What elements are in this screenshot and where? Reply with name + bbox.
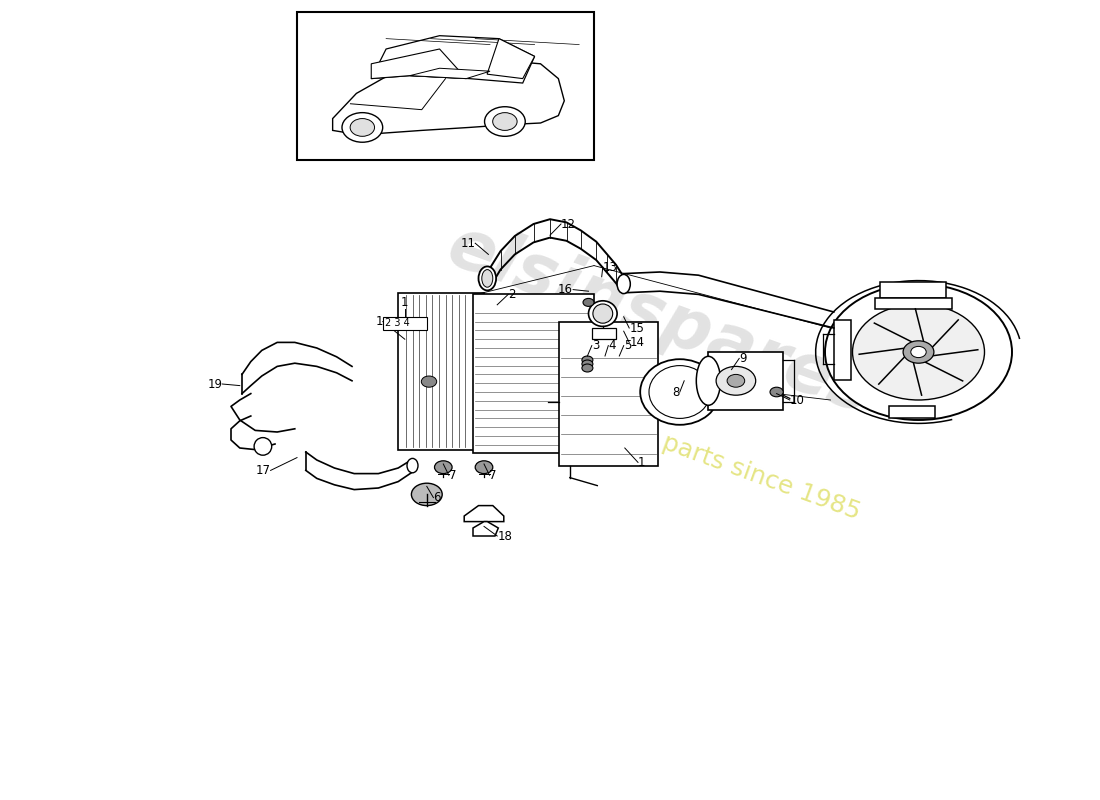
Circle shape (727, 374, 745, 387)
Ellipse shape (696, 356, 720, 406)
Circle shape (770, 387, 783, 397)
Ellipse shape (588, 301, 617, 326)
Polygon shape (464, 506, 504, 522)
Circle shape (852, 304, 984, 400)
Text: 19: 19 (207, 378, 222, 390)
Circle shape (434, 461, 452, 474)
Circle shape (484, 106, 526, 136)
Text: 2: 2 (508, 288, 516, 301)
Bar (834, 320, 851, 380)
Circle shape (421, 376, 437, 387)
Ellipse shape (407, 458, 418, 473)
Text: 16: 16 (558, 283, 573, 296)
Text: 9: 9 (739, 352, 747, 365)
Text: 12: 12 (561, 218, 576, 230)
Polygon shape (372, 36, 535, 83)
Text: 15: 15 (629, 322, 645, 334)
Text: 4: 4 (608, 339, 616, 352)
Bar (880, 282, 946, 298)
Text: 7: 7 (490, 469, 497, 482)
Ellipse shape (478, 266, 496, 290)
Circle shape (903, 341, 934, 363)
Circle shape (342, 113, 383, 142)
Bar (398, 293, 484, 450)
Text: 13: 13 (603, 261, 618, 274)
Bar (889, 406, 935, 418)
Text: 10: 10 (790, 394, 805, 406)
Bar (297, 12, 594, 160)
Bar (592, 328, 616, 339)
Text: 5: 5 (624, 339, 631, 352)
Text: 7: 7 (449, 469, 456, 482)
Ellipse shape (593, 304, 613, 323)
Circle shape (825, 284, 1012, 420)
Text: 1: 1 (402, 296, 408, 309)
Bar (874, 298, 952, 309)
Ellipse shape (254, 438, 272, 455)
Circle shape (716, 366, 756, 395)
Text: 11: 11 (460, 237, 475, 250)
Circle shape (582, 356, 593, 364)
Bar (476, 297, 591, 450)
Ellipse shape (649, 366, 711, 418)
Ellipse shape (617, 274, 630, 294)
Circle shape (475, 461, 493, 474)
Text: 14: 14 (629, 336, 645, 349)
Text: 8: 8 (672, 386, 680, 398)
Circle shape (911, 346, 926, 358)
Circle shape (582, 364, 593, 372)
Circle shape (493, 113, 517, 130)
Polygon shape (487, 38, 535, 78)
Ellipse shape (482, 270, 493, 287)
Bar (708, 352, 783, 410)
Circle shape (582, 360, 593, 368)
Circle shape (411, 483, 442, 506)
Polygon shape (372, 49, 466, 78)
Polygon shape (410, 68, 491, 78)
Polygon shape (332, 59, 564, 134)
Text: 18: 18 (497, 530, 513, 542)
Text: elsinspares: elsinspares (439, 212, 881, 428)
Text: a passion for parts since 1985: a passion for parts since 1985 (500, 372, 864, 524)
Polygon shape (473, 522, 498, 536)
Text: 3: 3 (592, 339, 600, 352)
Bar (383, 317, 427, 330)
Text: 1: 1 (638, 456, 646, 469)
Bar (559, 322, 658, 466)
Circle shape (350, 118, 374, 136)
Ellipse shape (640, 359, 719, 425)
Circle shape (583, 298, 594, 306)
Bar (473, 294, 594, 453)
Text: 17: 17 (255, 464, 271, 477)
Text: 1: 1 (375, 315, 383, 328)
Text: 6: 6 (433, 491, 441, 504)
Text: 2 3 4: 2 3 4 (385, 318, 409, 328)
